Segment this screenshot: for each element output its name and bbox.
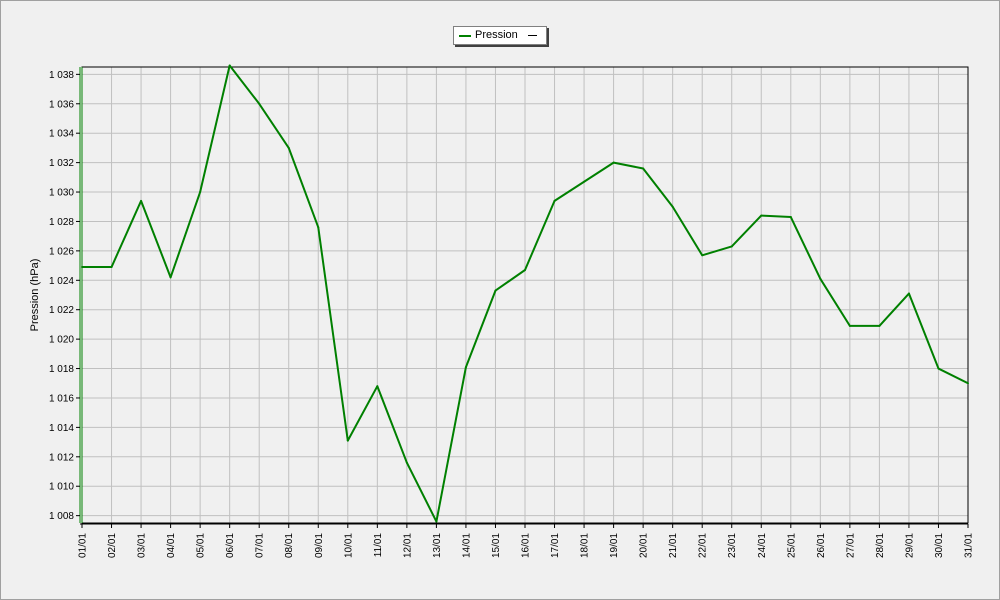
y-axis-title: Pression (hPa)	[29, 259, 41, 332]
legend-swatch	[459, 34, 471, 37]
x-tick-label: 15/01	[491, 533, 502, 558]
data-point	[464, 366, 467, 369]
x-tick-label: 29/01	[904, 533, 915, 558]
x-tick-label: 11/01	[373, 533, 384, 558]
x-tick-label: 10/01	[343, 533, 354, 558]
y-tick-label: 1 008	[49, 511, 74, 522]
x-tick-label: 30/01	[934, 533, 945, 558]
x-tick-label: 22/01	[698, 533, 709, 558]
data-point	[199, 191, 202, 194]
x-tick-label: 17/01	[550, 533, 561, 558]
x-tick-label: 05/01	[196, 533, 207, 558]
x-tick-label: 02/01	[107, 533, 118, 558]
x-tick-label: 18/01	[580, 533, 591, 558]
x-tick-label: 27/01	[845, 533, 856, 558]
x-tick-label: 28/01	[875, 533, 886, 558]
y-tick-label: 1 034	[49, 129, 74, 140]
chart-legend: Pression	[453, 26, 547, 45]
x-tick-label: 25/01	[786, 533, 797, 558]
data-point	[405, 461, 408, 464]
data-point	[671, 205, 674, 208]
data-point	[140, 199, 143, 202]
data-point	[81, 266, 83, 269]
x-tick-label: 09/01	[314, 533, 325, 558]
x-tick-label: 13/01	[432, 533, 443, 558]
y-tick-label: 1 030	[49, 188, 74, 199]
y-tick-label: 1 024	[49, 276, 74, 287]
x-tick-label: 19/01	[609, 533, 620, 558]
x-tick-label: 16/01	[521, 533, 532, 558]
x-tick-label: 04/01	[166, 533, 177, 558]
x-tick-label: 07/01	[255, 533, 266, 558]
data-point	[789, 216, 792, 219]
data-point	[760, 214, 763, 217]
y-tick-label: 1 018	[49, 364, 74, 375]
data-point	[730, 245, 733, 248]
x-tick-label: 24/01	[757, 533, 768, 558]
data-point	[553, 199, 556, 202]
legend-label-pression: Pression	[475, 29, 518, 41]
x-tick-label: 23/01	[727, 533, 738, 558]
data-point	[228, 64, 231, 67]
data-point	[583, 180, 586, 183]
y-tick-label: 1 016	[49, 393, 74, 404]
data-point	[819, 277, 822, 280]
data-point	[169, 276, 172, 279]
data-point	[937, 367, 940, 370]
x-tick-label: 03/01	[137, 533, 148, 558]
legend-dash-icon	[527, 35, 537, 36]
x-tick-label: 08/01	[284, 533, 295, 558]
y-tick-label: 1 020	[49, 335, 74, 346]
data-point	[110, 266, 113, 269]
y-tick-label: 1 014	[49, 423, 74, 434]
x-tick-label: 26/01	[816, 533, 827, 558]
y-tick-label: 1 026	[49, 246, 74, 257]
data-point	[346, 439, 349, 442]
data-point	[524, 268, 526, 271]
data-point	[376, 385, 379, 388]
data-point	[317, 226, 320, 229]
data-point	[878, 324, 881, 327]
y-tick-label: 1 036	[49, 99, 74, 110]
data-point	[287, 146, 290, 149]
data-point	[907, 292, 910, 295]
data-point	[494, 289, 497, 292]
data-point	[612, 161, 615, 164]
y-tick-label: 1 032	[49, 158, 74, 169]
data-point	[701, 254, 704, 257]
x-tick-label: 14/01	[461, 533, 472, 558]
y-tick-label: 1 012	[49, 452, 74, 463]
data-point	[967, 382, 969, 385]
x-tick-label: 12/01	[402, 533, 413, 558]
y-tick-label: 1 022	[49, 305, 74, 316]
x-tick-label: 21/01	[668, 533, 679, 558]
y-tick-label: 1 038	[49, 70, 74, 81]
data-point	[642, 167, 645, 170]
x-tick-label: 20/01	[639, 533, 650, 558]
data-point	[258, 102, 261, 105]
y-tick-label: 1 028	[49, 217, 74, 228]
y-tick-label: 1 010	[49, 482, 74, 493]
x-tick-label: 06/01	[225, 533, 236, 558]
x-tick-label: 31/01	[964, 533, 975, 558]
data-point	[435, 520, 438, 523]
x-tick-label: 01/01	[78, 533, 89, 558]
data-point	[848, 324, 851, 327]
